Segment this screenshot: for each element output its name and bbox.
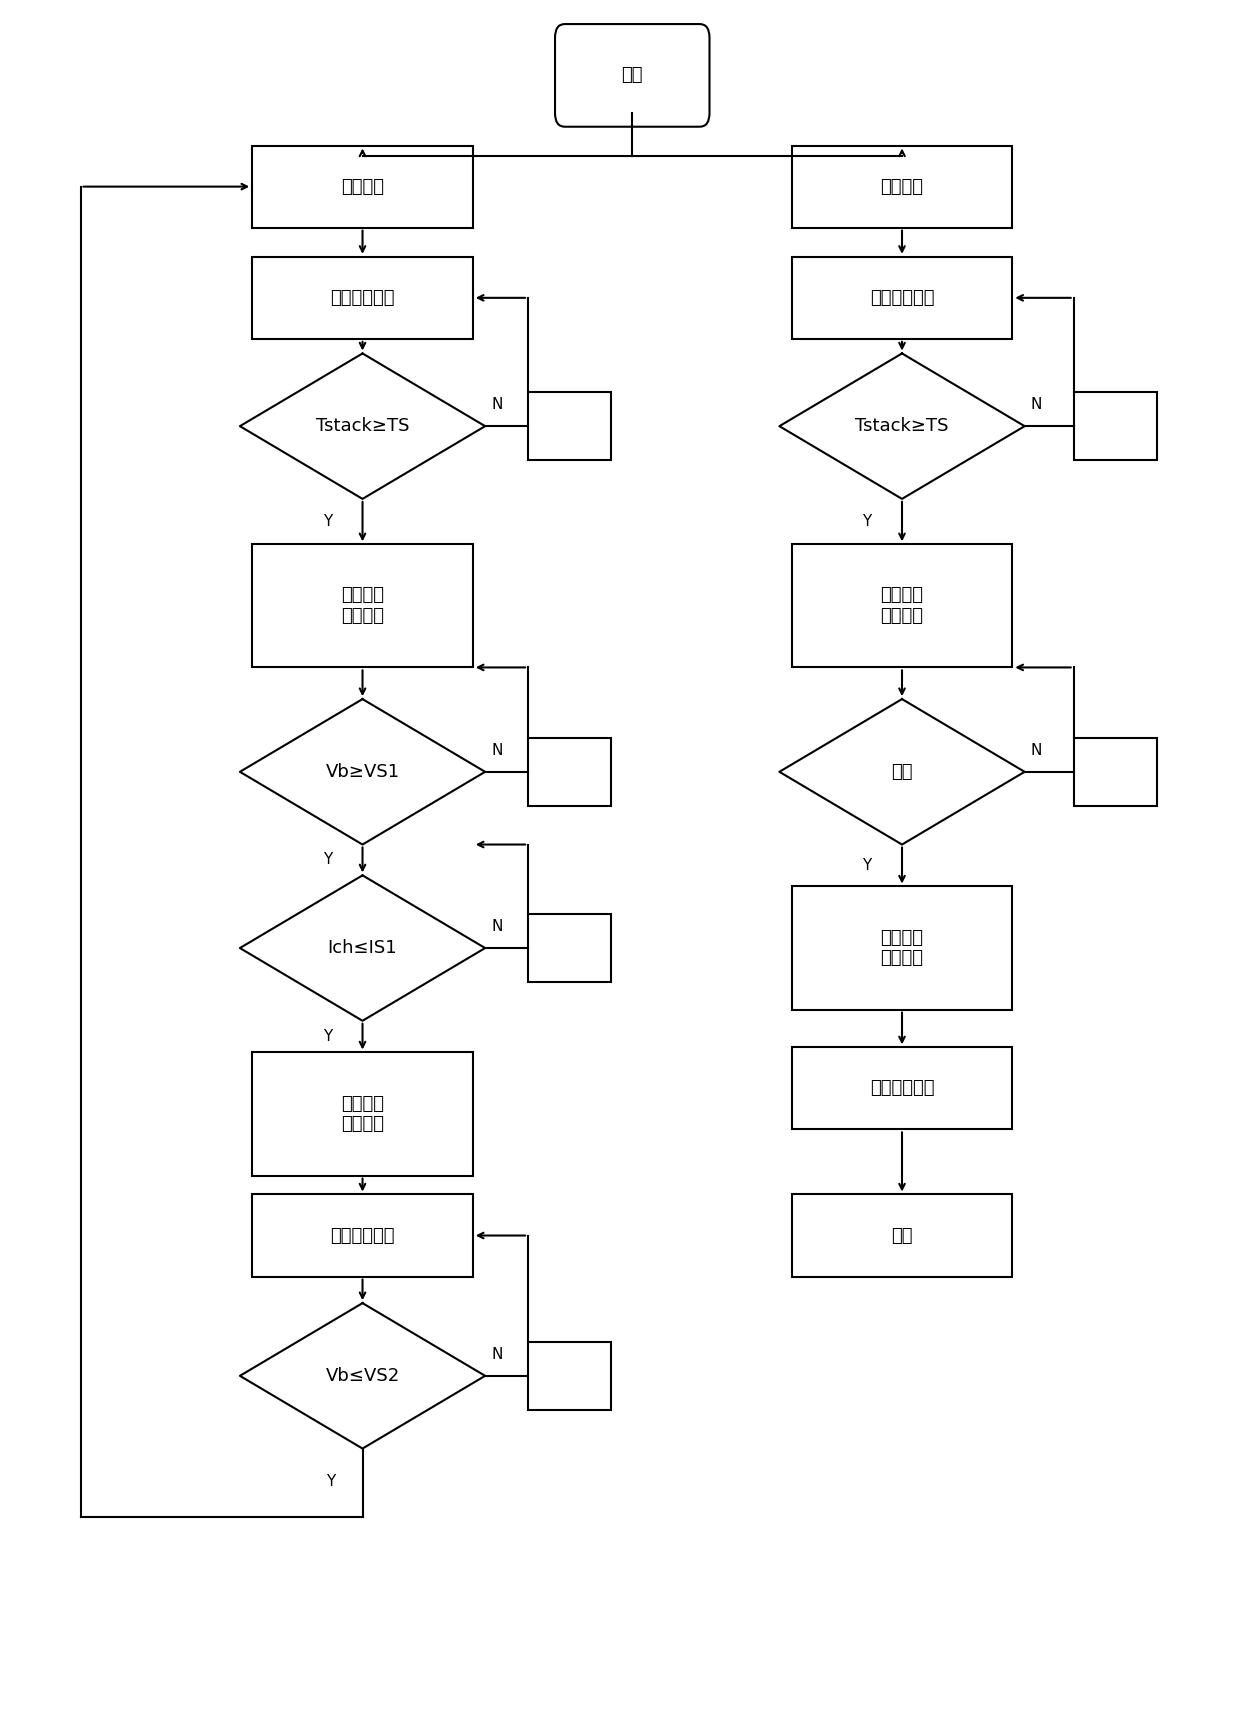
FancyBboxPatch shape (791, 543, 1012, 668)
Text: N: N (491, 919, 502, 935)
FancyBboxPatch shape (528, 1342, 611, 1409)
FancyBboxPatch shape (791, 145, 1012, 228)
FancyBboxPatch shape (252, 257, 472, 338)
Text: Y: Y (322, 852, 332, 868)
FancyBboxPatch shape (252, 543, 472, 668)
FancyBboxPatch shape (1074, 392, 1157, 461)
Text: Y: Y (322, 514, 332, 530)
Text: N: N (1030, 397, 1042, 412)
Text: Y: Y (322, 1030, 332, 1044)
Text: N: N (491, 1347, 502, 1363)
Polygon shape (239, 875, 485, 1021)
FancyBboxPatch shape (791, 1047, 1012, 1130)
Text: Tstack≥TS: Tstack≥TS (856, 417, 949, 435)
FancyBboxPatch shape (556, 24, 709, 126)
Text: 充电电路
停止工作: 充电电路 停止工作 (341, 1095, 384, 1133)
Text: 启动辅助部件: 启动辅助部件 (330, 288, 394, 307)
Polygon shape (780, 354, 1024, 499)
Text: Y: Y (862, 514, 872, 530)
Polygon shape (239, 699, 485, 845)
Text: Vb≤VS2: Vb≤VS2 (325, 1366, 399, 1385)
Text: 充电电路
开始工作: 充电电路 开始工作 (880, 586, 924, 624)
FancyBboxPatch shape (252, 145, 472, 228)
Text: Ich≤IS1: Ich≤IS1 (327, 938, 397, 957)
Text: 供电模式: 供电模式 (880, 178, 924, 195)
Text: Y: Y (862, 857, 872, 873)
Text: N: N (491, 397, 502, 412)
Text: 关闭辅助部件: 关闭辅助部件 (869, 1080, 934, 1097)
Text: 开始: 开始 (621, 66, 644, 85)
Text: 关闭辅助部件: 关闭辅助部件 (330, 1226, 394, 1244)
Polygon shape (780, 699, 1024, 845)
Text: N: N (491, 743, 502, 757)
Polygon shape (239, 1302, 485, 1449)
Text: Vb≥VS1: Vb≥VS1 (325, 762, 399, 781)
FancyBboxPatch shape (528, 392, 611, 461)
Text: 启动辅助部件: 启动辅助部件 (869, 288, 934, 307)
FancyBboxPatch shape (791, 1194, 1012, 1276)
FancyBboxPatch shape (528, 914, 611, 982)
Text: 充电模式: 充电模式 (341, 178, 384, 195)
FancyBboxPatch shape (252, 1194, 472, 1276)
FancyBboxPatch shape (528, 738, 611, 806)
FancyBboxPatch shape (1074, 738, 1157, 806)
FancyBboxPatch shape (791, 887, 1012, 1009)
Text: 停机: 停机 (892, 762, 913, 781)
FancyBboxPatch shape (791, 257, 1012, 338)
Text: 充电电路
开始工作: 充电电路 开始工作 (341, 586, 384, 624)
Text: 停机: 停机 (892, 1226, 913, 1244)
Polygon shape (239, 354, 485, 499)
Text: 充电电路
停止工作: 充电电路 停止工作 (880, 928, 924, 968)
Text: N: N (1030, 743, 1042, 757)
Text: Tstack≥TS: Tstack≥TS (316, 417, 409, 435)
FancyBboxPatch shape (252, 1052, 472, 1176)
Text: Y: Y (326, 1475, 336, 1489)
